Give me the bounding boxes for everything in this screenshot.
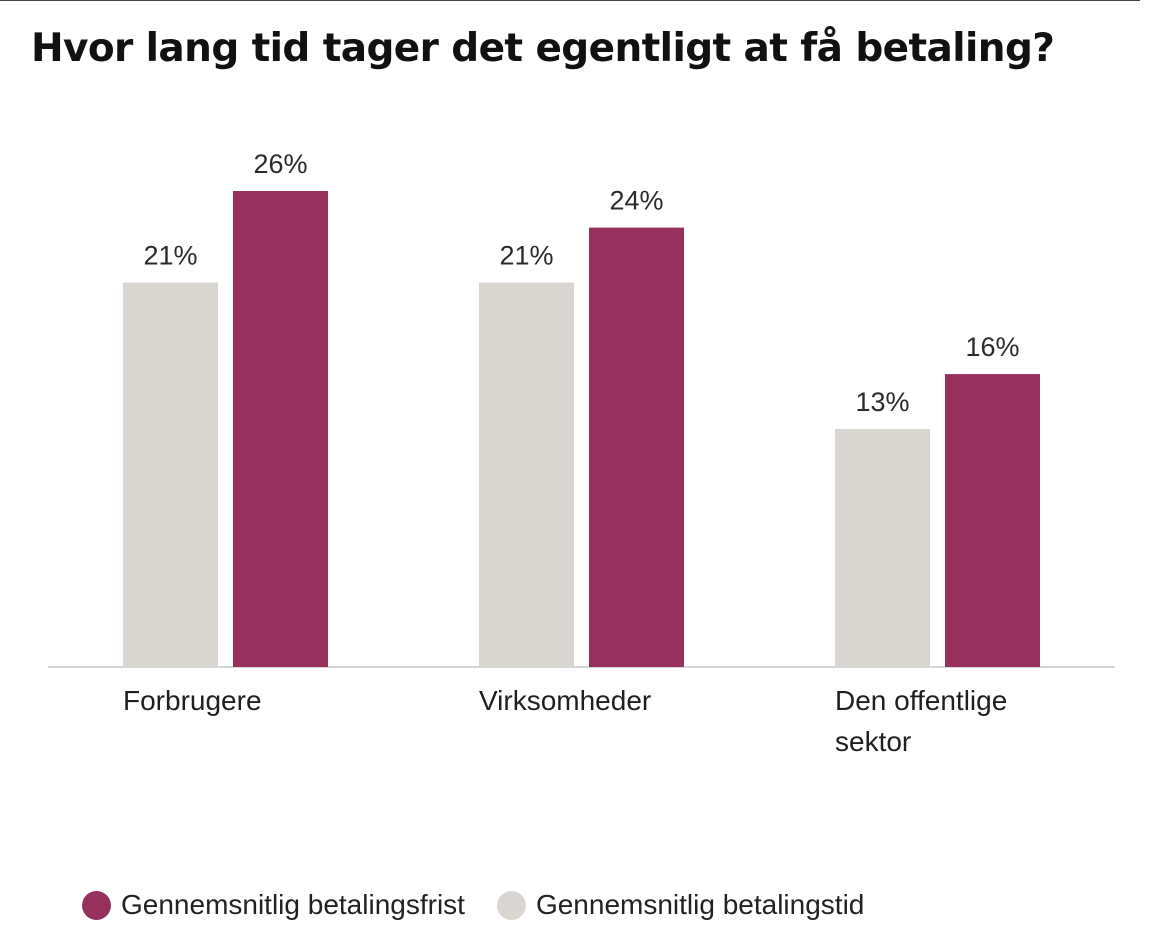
- category-label: Virksomheder: [479, 685, 651, 716]
- legend-label-betalingsfrist: Gennemsnitlig betalingsfrist: [121, 889, 465, 920]
- data-label: 21%: [143, 241, 197, 271]
- bar: [233, 191, 328, 667]
- bar: [123, 282, 218, 667]
- category-label: Forbrugere: [123, 685, 262, 716]
- category-label: Den offentlige sektor: [835, 685, 1007, 757]
- chart-legend: Gennemsnitlig betalingsfrist Gennemsnitl…: [82, 889, 896, 921]
- data-label: 26%: [253, 149, 307, 179]
- data-label: 13%: [855, 387, 909, 417]
- data-label: 21%: [499, 241, 553, 271]
- bar: [479, 282, 574, 667]
- bar: [589, 227, 684, 667]
- chart-title: Hvor lang tid tager det egentligt at få …: [31, 26, 1055, 71]
- category-label-line: Den offentlige: [835, 685, 1007, 716]
- bar: [945, 374, 1040, 667]
- bar: [835, 429, 930, 667]
- legend-item-betalingstid: Gennemsnitlig betalingstid: [496, 889, 865, 921]
- top-divider: [0, 0, 1140, 1]
- legend-swatch-betalingsfrist: [82, 890, 111, 920]
- legend-item-betalingsfrist: Gennemsnitlig betalingsfrist: [82, 889, 465, 921]
- legend-swatch-betalingstid: [496, 890, 526, 920]
- category-label-line: Virksomheder: [479, 685, 651, 716]
- legend-label-betalingstid: Gennemsnitlig betalingstid: [535, 889, 865, 920]
- category-label-line: sektor: [835, 726, 911, 757]
- data-label: 24%: [609, 186, 663, 216]
- category-label-line: Forbrugere: [123, 685, 262, 716]
- data-label: 16%: [965, 332, 1019, 362]
